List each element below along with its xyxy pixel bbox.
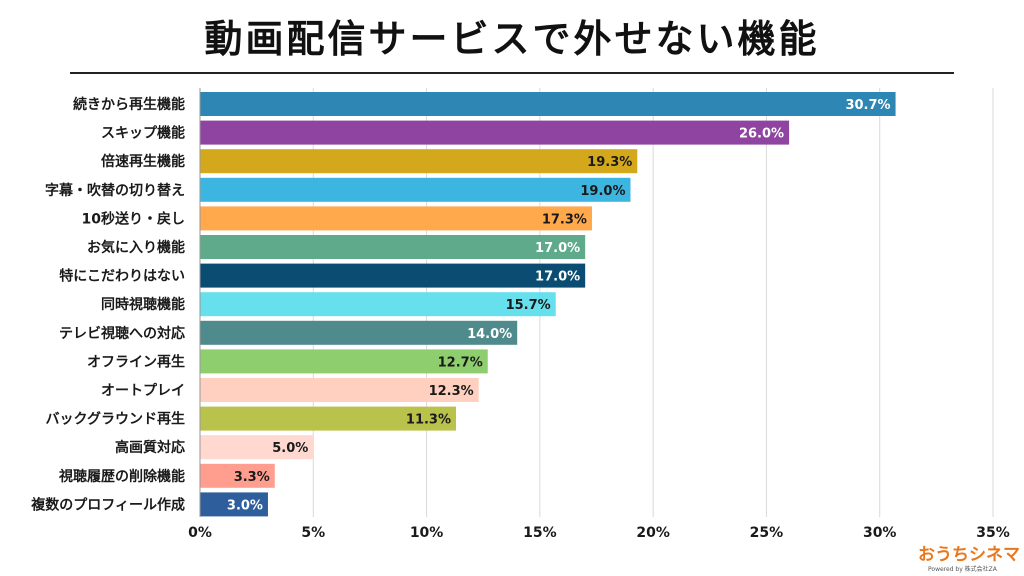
data-label: 12.7%	[438, 355, 483, 370]
bar	[200, 292, 556, 317]
x-tick-label: 15%	[523, 525, 557, 541]
data-label: 12.3%	[429, 384, 474, 399]
bar	[200, 406, 457, 431]
category-label: スキップ機能	[101, 125, 185, 142]
bar	[200, 120, 790, 145]
category-label: 字幕・吹替の切り替え	[45, 182, 185, 199]
bar	[200, 349, 488, 374]
bar	[200, 435, 314, 460]
category-label: お気に入り機能	[87, 239, 185, 256]
data-label: 17.3%	[542, 212, 587, 227]
bar	[200, 263, 586, 288]
chart-title: 動画配信サービスで外せない機能	[204, 17, 820, 61]
x-tick-label: 30%	[863, 525, 897, 541]
bar	[200, 206, 592, 231]
category-label: テレビ視聴への対応	[59, 325, 185, 342]
data-label: 30.7%	[845, 98, 890, 113]
category-label: 高画質対応	[115, 439, 185, 456]
x-tick-label: 25%	[750, 525, 784, 541]
bar	[200, 378, 479, 402]
title-underline	[70, 72, 954, 74]
data-label: 17.0%	[535, 270, 580, 285]
x-tick-label: 20%	[636, 525, 670, 541]
data-label: 17.0%	[535, 241, 580, 256]
category-label: オフライン再生	[87, 353, 185, 370]
bar	[200, 320, 518, 345]
brand-logo: おうちシネマ Powered by 株式会社ZA	[918, 540, 1022, 574]
data-label: 19.3%	[587, 155, 632, 170]
logo-text: おうちシネマ	[918, 545, 1020, 565]
bar	[200, 463, 275, 488]
logo-subtext: Powered by 株式会社ZA	[928, 566, 997, 573]
category-label: 視聴履歴の削除機能	[58, 468, 185, 485]
category-label: 複数のプロフィール作成	[30, 496, 185, 513]
x-tick-label: 35%	[976, 525, 1010, 541]
category-label: 倍速再生機能	[101, 153, 185, 170]
x-tick-label: 0%	[188, 525, 212, 541]
data-label: 3.3%	[234, 470, 270, 485]
bar	[200, 177, 631, 202]
bar	[200, 492, 268, 517]
category-label: 同時視聴機能	[101, 296, 185, 313]
data-label: 5.0%	[272, 441, 308, 456]
data-label: 26.0%	[739, 127, 784, 142]
data-label: 14.0%	[467, 327, 512, 342]
x-tick-label: 10%	[410, 525, 444, 541]
bar	[200, 92, 896, 116]
data-label: 3.0%	[227, 498, 263, 513]
category-label: オートプレイ	[101, 383, 185, 399]
data-label: 11.3%	[406, 413, 451, 428]
category-label: バックグラウンド再生	[46, 411, 185, 428]
data-label: 15.7%	[506, 298, 551, 313]
data-label: 19.0%	[580, 184, 625, 199]
bar	[200, 149, 638, 174]
category-label: 10秒送り・戻し	[82, 210, 185, 227]
bar	[200, 235, 586, 259]
category-label: 特にこだわりはない	[59, 268, 185, 285]
x-tick-label: 5%	[301, 525, 325, 541]
category-label: 続きから再生機能	[73, 96, 185, 113]
